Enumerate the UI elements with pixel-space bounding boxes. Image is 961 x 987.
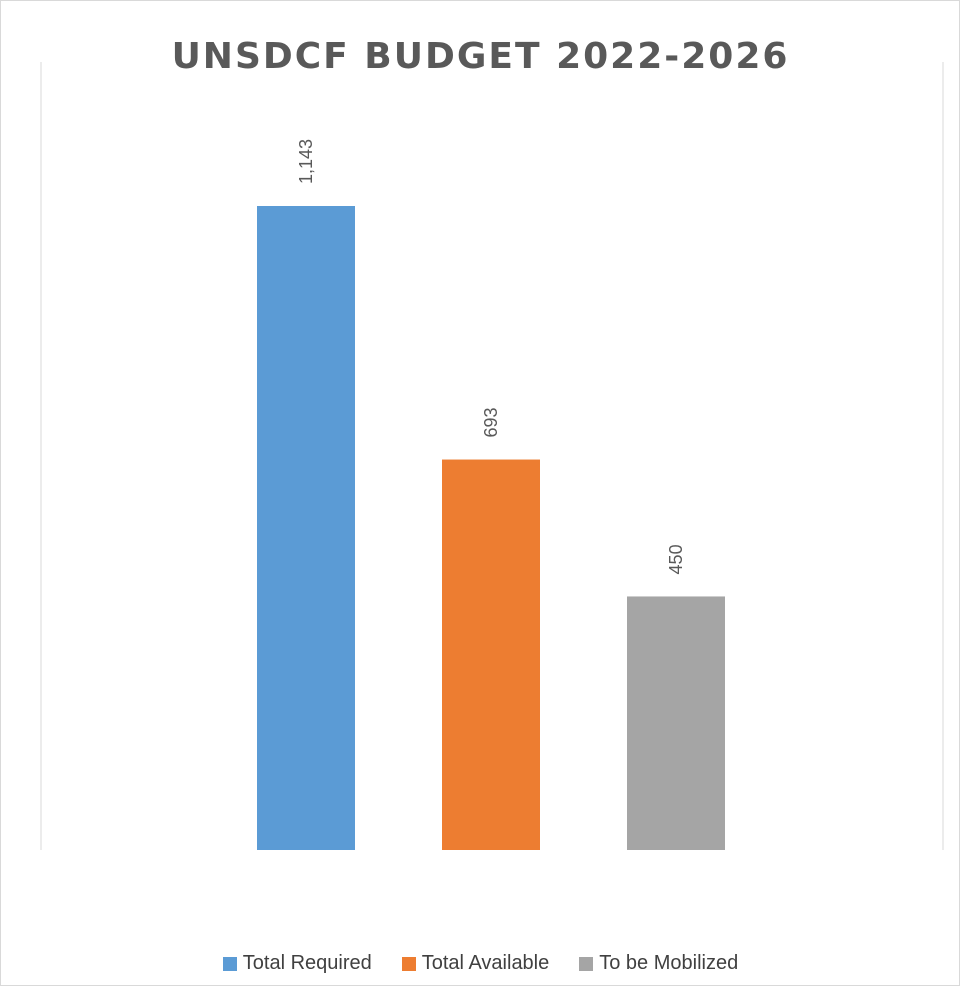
chart-legend: Total Required Total Available To be Mob… xyxy=(0,952,961,975)
legend-item-to-be-mobilized: To be Mobilized xyxy=(579,952,738,975)
legend-swatch xyxy=(401,956,416,971)
bar-to-be-mobilized xyxy=(627,596,725,850)
bar-total-available xyxy=(442,459,540,850)
data-label: 450 xyxy=(666,544,686,574)
chart-title: UNSDCF BUDGET 2022-2026 xyxy=(171,36,790,77)
legend-swatch xyxy=(579,956,594,971)
bar-total-required xyxy=(257,206,355,850)
legend-label: To be Mobilized xyxy=(599,952,739,974)
legend-label: Total Required xyxy=(242,952,372,974)
data-label: 693 xyxy=(481,407,501,437)
data-label: 1,143 xyxy=(296,139,316,184)
legend-label: Total Available xyxy=(421,952,550,974)
legend-item-total-available: Total Available xyxy=(401,952,550,975)
legend-swatch xyxy=(222,956,237,971)
legend-item-total-required: Total Required xyxy=(222,952,372,975)
